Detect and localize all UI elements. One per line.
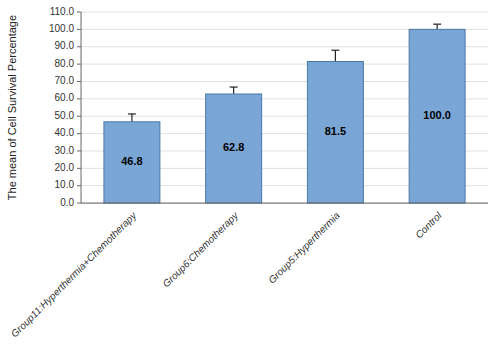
tick-mark — [77, 133, 81, 134]
tick-mark — [77, 29, 81, 30]
tick-mark — [77, 64, 81, 65]
category-label: Group11:Hyperthermia+Chemotherapy — [9, 209, 139, 339]
y-axis-label: The mean of Cell Survival Percentage — [6, 15, 18, 200]
grid-line — [81, 12, 488, 13]
tick-mark — [77, 185, 81, 186]
data-label: 62.8 — [223, 141, 244, 153]
data-label: 46.8 — [121, 155, 142, 167]
tick-label: 40.0 — [55, 127, 75, 138]
bar — [104, 122, 160, 203]
bar — [206, 94, 262, 203]
tick-mark — [77, 12, 81, 13]
tick-mark — [77, 150, 81, 151]
tick-mark — [77, 168, 81, 169]
tick-label: 100.0 — [49, 23, 74, 34]
tick-label: 10.0 — [55, 179, 75, 190]
tick-mark — [77, 46, 81, 47]
tick-mark — [77, 203, 81, 204]
tick-label: 90.0 — [55, 40, 75, 51]
y-axis — [81, 12, 82, 203]
category-label: Control — [413, 209, 444, 240]
tick-mark — [77, 98, 81, 99]
tick-mark — [77, 81, 81, 82]
tick-label: 0.0 — [60, 197, 74, 208]
chart: 0.0 10.0 20.0 30.0 40.0 50.0 60.0 70.0 80.0 90.0 1… — [0, 0, 500, 347]
tick-label: 70.0 — [55, 75, 75, 86]
data-label: 81.5 — [325, 125, 346, 137]
tick-label: 20.0 — [55, 162, 75, 173]
tick-label: 80.0 — [55, 58, 75, 69]
tick-label: 110.0 — [50, 6, 75, 17]
data-label: 100.0 — [423, 109, 451, 121]
tick-label: 60.0 — [55, 92, 75, 103]
category-label: Group6:Chemotherapy — [160, 209, 240, 289]
tick-label: 50.0 — [55, 110, 75, 121]
tick-label: 30.0 — [55, 145, 75, 156]
grid-line — [81, 203, 488, 204]
bar — [307, 62, 363, 204]
bars — [128, 24, 441, 129]
tick-mark — [77, 116, 81, 117]
category-label: Group5:Hyperthermia — [266, 210, 342, 286]
bar — [409, 29, 465, 203]
x-axis — [81, 203, 488, 204]
